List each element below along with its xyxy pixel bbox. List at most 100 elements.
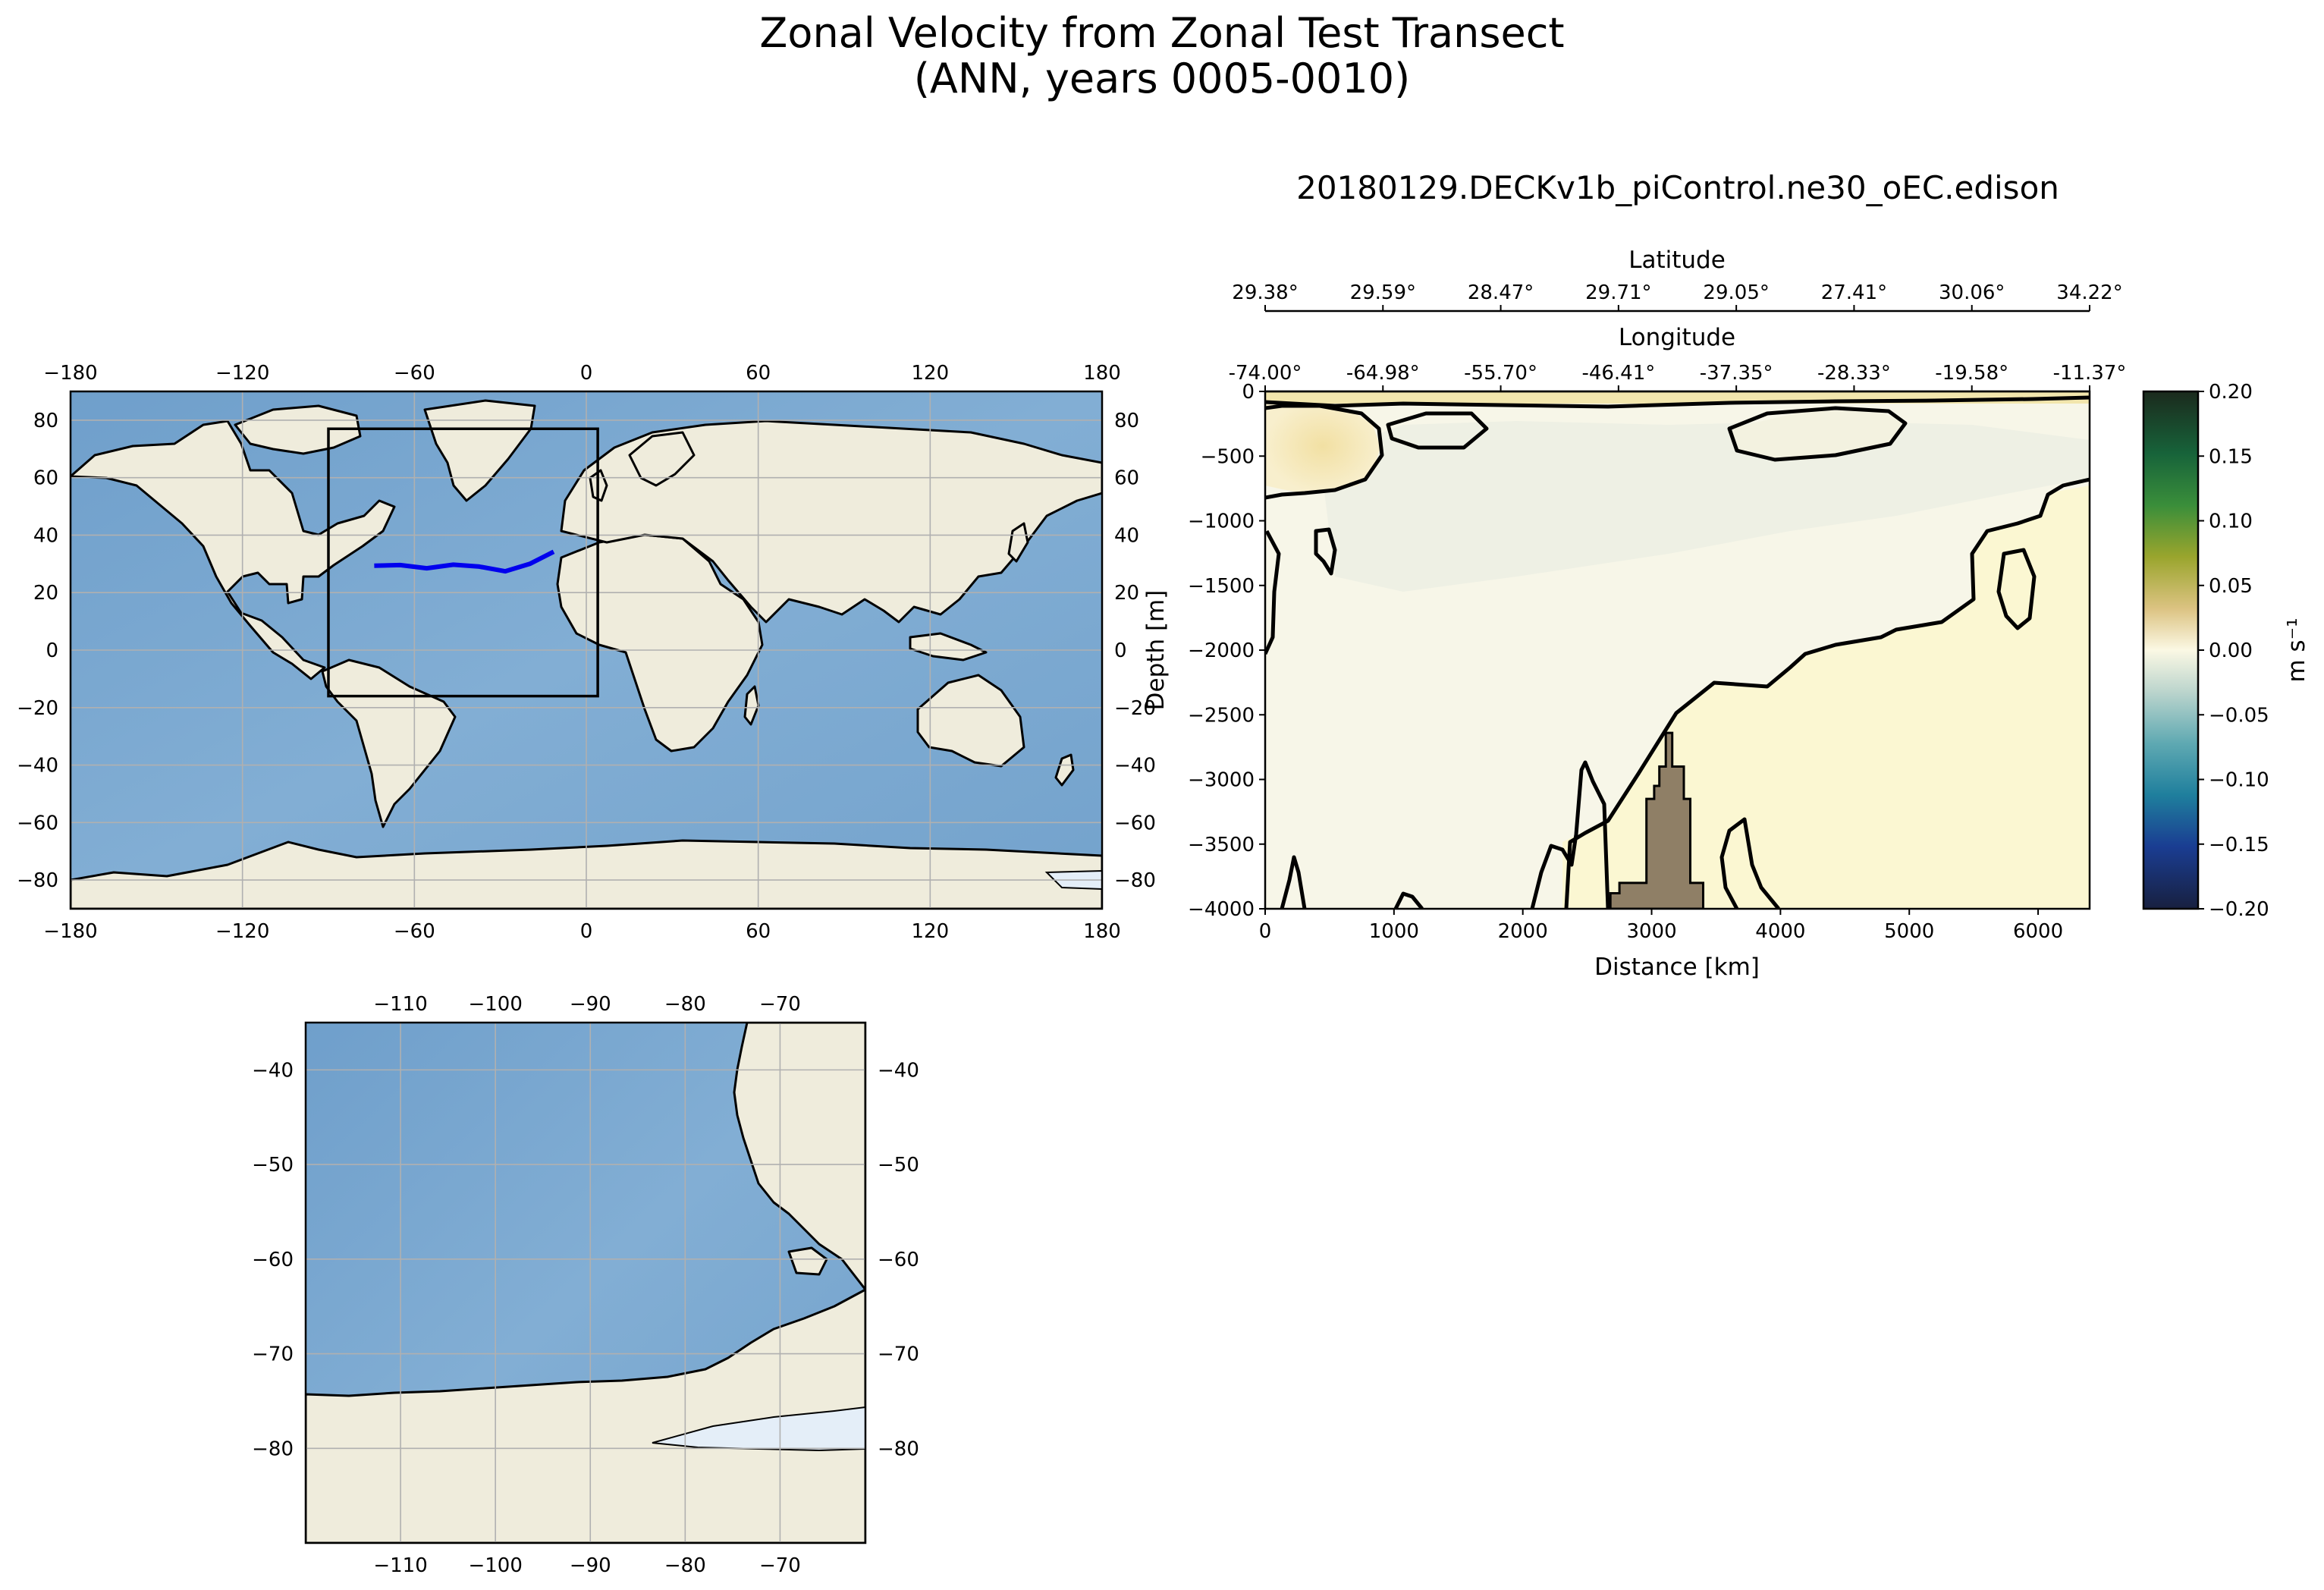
- inset-land: [306, 1023, 865, 1543]
- y-tick-label: −3000: [1188, 769, 1255, 792]
- inset-lat-tick-right: −70: [878, 1343, 919, 1366]
- transect-line: [374, 549, 555, 574]
- longitude-tick-label: -46.41°: [1581, 362, 1655, 385]
- lon-tick-label-top: 0: [580, 362, 593, 385]
- lat-tick-label-right: 40: [1114, 524, 1139, 547]
- longitude-tick-label: -11.37°: [2053, 362, 2127, 385]
- contour-main-boundary: [1564, 477, 2090, 909]
- lon-tick-label-bottom: 180: [1083, 920, 1121, 943]
- figure-title-line2: (ANN, years 0005-0010): [914, 55, 1410, 102]
- lat-tick-label-left: −20: [17, 697, 58, 720]
- lat-tick-label-left: 80: [33, 410, 58, 432]
- global-gridlines: [71, 391, 1102, 909]
- y-tick-label: −3500: [1188, 834, 1255, 856]
- inset-lon-tick-top: −90: [570, 993, 611, 1016]
- latitude-tick-label: 29.71°: [1585, 281, 1651, 304]
- y-tick-label: −4000: [1188, 898, 1255, 921]
- eastern-eddy: [1729, 410, 1904, 459]
- australia-land: [916, 674, 1025, 768]
- inset-lat-tick-left: −70: [252, 1343, 294, 1366]
- colorbar-tick-label: 0.20: [2209, 381, 2253, 404]
- region-box: [327, 427, 599, 698]
- lon-tick-label-bottom: −60: [394, 920, 435, 943]
- western-eddy: [1265, 399, 1380, 493]
- inset-lat-tick-left: −40: [252, 1059, 294, 1082]
- contour-east-loop: [1996, 548, 2037, 630]
- lon-tick-label-bottom: −120: [215, 920, 269, 943]
- lat-tick-label-right: −40: [1114, 755, 1156, 778]
- y-tick-label: −1500: [1188, 575, 1255, 598]
- inset-lon-tick-top: −70: [759, 993, 801, 1016]
- colorbar-tick-label: −0.10: [2209, 769, 2269, 792]
- inset-lat-tick-left: −60: [252, 1249, 294, 1271]
- inset-lon-tick-bottom: −70: [759, 1554, 801, 1577]
- lat-tick-label-right: 20: [1114, 582, 1139, 605]
- lat-tick-label-right: −80: [1114, 869, 1156, 892]
- lon-tick-label-top: −180: [43, 362, 97, 385]
- latitude-tick-label: 29.38°: [1232, 281, 1298, 304]
- colorbar-gradient: [2142, 390, 2200, 910]
- patagonia-land: [733, 1023, 865, 1291]
- inset-lat-tick-right: −50: [878, 1154, 919, 1177]
- north-america-land: [71, 419, 396, 680]
- colorbar-tick-label: −0.20: [2209, 898, 2269, 921]
- contour-bottom-right: [1719, 817, 1780, 909]
- inset-lat-tick-right: −60: [878, 1249, 919, 1271]
- lon-tick-label-bottom: 60: [746, 920, 771, 943]
- global-map-frame: [69, 390, 1104, 910]
- y-tick-label: 0: [1242, 381, 1255, 404]
- x-tick-label: 3000: [1626, 920, 1676, 943]
- x-tick-label: 2000: [1498, 920, 1548, 943]
- global-land: [71, 399, 1102, 909]
- figure-title-line1: Zonal Velocity from Zonal Test Transect: [759, 9, 1564, 57]
- inset-lon-tick-top: −110: [373, 993, 427, 1016]
- inset-lat-tick-right: −40: [878, 1059, 919, 1082]
- colorbar: 0.20 0.15 0.10 0.05 0.00 −0.05 −0.10 −0.15 −0.20…: [2142, 381, 2310, 921]
- inset-map: −110 −110 −100 −100 −90 −90 −80 −80 −70 −70 −40 −40…: [252, 993, 919, 1577]
- longitude-tick-label: -64.98°: [1346, 362, 1420, 385]
- lon-tick-label-bottom: −180: [43, 920, 97, 943]
- bathymetry: [1609, 731, 1704, 909]
- contour-western-eddy: [1265, 404, 1384, 500]
- x-tick-label: 4000: [1755, 920, 1805, 943]
- lat-tick-label-left: −40: [17, 755, 58, 778]
- inset-lon-tick-bottom: −80: [664, 1554, 706, 1577]
- longitude-tick-label: -55.70°: [1464, 362, 1537, 385]
- y-tick-label: −2000: [1188, 639, 1255, 662]
- section-xlabel: Distance [km]: [1594, 954, 1760, 981]
- lon-tick-label-top: −120: [215, 362, 269, 385]
- contour-west-deep: [1265, 529, 1281, 655]
- section-ylabel: Depth [m]: [1142, 590, 1170, 711]
- latitude-tick-label: 27.41°: [1821, 281, 1887, 304]
- x-tick-label: 5000: [1884, 920, 1934, 943]
- lat-tick-label-left: 40: [33, 524, 58, 547]
- colorbar-tick-label: −0.05: [2209, 704, 2269, 727]
- latitude-axis-label: Latitude: [1628, 247, 1726, 274]
- inset-gridlines: [306, 1023, 865, 1543]
- latitude-tick-label: 28.47°: [1468, 281, 1534, 304]
- lon-tick-label-top: 60: [746, 362, 771, 385]
- colorbar-tick-label: 0.15: [2209, 445, 2253, 468]
- y-tick-label: −2500: [1188, 704, 1255, 727]
- antarctica-inset-land: [306, 1288, 865, 1543]
- negative-interior: [1320, 421, 2090, 592]
- inset-lon-tick-top: −80: [664, 993, 706, 1016]
- latitude-tick-label: 29.05°: [1703, 281, 1769, 304]
- inset-map-ticks: −110 −110 −100 −100 −90 −90 −80 −80 −70 −70 −40 −40…: [252, 993, 919, 1577]
- lat-tick-label-right: 60: [1114, 467, 1139, 490]
- section-field: [1265, 391, 2090, 909]
- africa-land: [556, 533, 764, 753]
- lon-tick-label-bottom: 120: [912, 920, 950, 943]
- longitude-tick-label: -37.35°: [1700, 362, 1773, 385]
- colorbar-tick-label: 0.10: [2209, 511, 2253, 533]
- section-ticks: 0 1000 2000 3000 4000 5000 6000 0 −500 −1000 −1500…: [1188, 381, 2063, 943]
- longitude-tick-label: -28.33°: [1817, 362, 1891, 385]
- inset-lon-tick-top: −100: [468, 993, 522, 1016]
- inset-lat-tick-left: −50: [252, 1154, 294, 1177]
- colorbar-ticks: 0.20 0.15 0.10 0.05 0.00 −0.05 −0.10 −0.15 −0.20: [2198, 381, 2269, 921]
- y-tick-label: −1000: [1188, 511, 1255, 533]
- madagascar: [743, 685, 760, 726]
- longitude-axis-label: Longitude: [1619, 324, 1735, 351]
- contour-small-loop: [1314, 527, 1337, 576]
- contour-bottom-left: [1280, 855, 1307, 909]
